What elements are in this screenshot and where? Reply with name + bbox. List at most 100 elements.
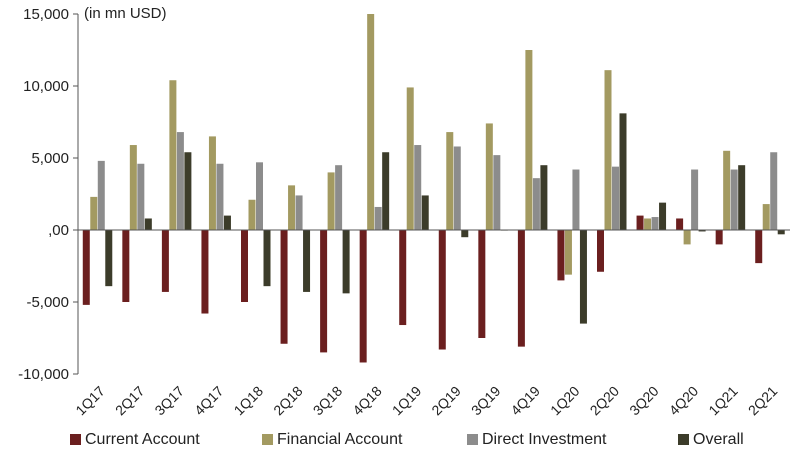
bar-current-account: [438, 230, 446, 350]
bars-group: [82, 14, 785, 363]
bar-current-account: [201, 230, 209, 314]
legend-swatch: [467, 434, 478, 445]
bar-direct-investment: [691, 169, 699, 230]
bar-current-account: [320, 230, 328, 353]
bar-overall: [461, 230, 469, 238]
y-axis-ticks: 15,000 10,000 5,000 ,00 -5,000 -10,000: [18, 6, 78, 383]
x-tick-label: 3Q18: [310, 383, 346, 419]
bar-overall: [659, 202, 667, 230]
bar-financial-account: [723, 150, 731, 230]
bar-current-account: [755, 230, 763, 264]
bar-overall: [579, 230, 587, 324]
legend-swatch: [70, 434, 81, 445]
x-tick-label: 1Q17: [72, 383, 108, 419]
bar-direct-investment: [572, 169, 580, 230]
bar-financial-account: [564, 230, 572, 275]
bar-financial-account: [169, 80, 177, 231]
x-tick-label: 1Q19: [389, 383, 425, 419]
bar-current-account: [478, 230, 486, 338]
bar-current-account: [82, 230, 90, 305]
bar-overall: [105, 230, 113, 287]
bar-current-account: [715, 230, 723, 245]
bar-financial-account: [683, 230, 691, 245]
bar-current-account: [359, 230, 367, 363]
bar-overall: [223, 215, 231, 230]
bar-direct-investment: [612, 166, 619, 230]
bar-current-account: [280, 230, 288, 344]
x-tick-label: 2Q18: [270, 383, 306, 419]
x-tick-label: 3Q20: [626, 383, 662, 419]
bar-overall: [777, 230, 785, 235]
x-tick-label: 1Q18: [231, 383, 267, 419]
bar-overall: [421, 195, 429, 230]
bar-current-account: [557, 230, 565, 281]
bar-direct-investment: [651, 217, 659, 230]
bar-financial-account: [644, 218, 652, 230]
bar-financial-account: [446, 132, 454, 230]
bar-current-account: [122, 230, 130, 302]
bar-direct-investment: [374, 206, 382, 230]
x-tick-label: 3Q19: [468, 383, 504, 419]
bar-financial-account: [762, 204, 770, 230]
bar-overall: [263, 230, 271, 287]
bar-financial-account: [367, 14, 375, 230]
x-tick-label: 3Q17: [151, 383, 187, 419]
bar-financial-account: [208, 136, 216, 230]
legend-label: Financial Account: [277, 431, 403, 448]
bar-direct-investment: [137, 163, 145, 230]
bar-overall: [738, 165, 746, 230]
y-tick-label: ,00: [48, 222, 69, 239]
legend-label: Current Account: [85, 431, 200, 448]
legend-swatch: [678, 434, 689, 445]
bar-direct-investment: [730, 169, 738, 230]
bar-current-account: [161, 230, 169, 292]
bar-direct-investment: [532, 178, 540, 230]
y-tick-label: 10,000: [23, 78, 69, 95]
bar-overall: [342, 230, 350, 294]
bar-direct-investment: [176, 132, 184, 230]
bar-current-account: [676, 218, 684, 230]
bar-overall: [619, 113, 627, 230]
unit-label: (in mn USD): [84, 5, 167, 22]
legend-label: Direct Investment: [482, 431, 607, 448]
bar-financial-account: [288, 185, 296, 230]
y-tick-label: -10,000: [18, 366, 69, 383]
bar-direct-investment: [414, 145, 422, 230]
bar-current-account: [636, 215, 644, 230]
x-tick-label: 4Q19: [507, 383, 543, 419]
x-tick-label: 4Q20: [666, 383, 702, 419]
bar-direct-investment: [770, 152, 778, 230]
bar-overall: [303, 230, 311, 292]
bar-financial-account: [129, 145, 137, 230]
bar-overall: [382, 152, 390, 230]
legend-label: Overall: [693, 431, 744, 448]
x-tick-label: 4Q18: [349, 383, 385, 419]
bar-financial-account: [90, 196, 98, 230]
bar-direct-investment: [256, 162, 263, 230]
bar-direct-investment: [295, 195, 303, 230]
bar-financial-account: [406, 87, 414, 230]
bar-financial-account: [327, 172, 335, 230]
bar-direct-investment: [453, 146, 461, 230]
bar-financial-account: [525, 50, 533, 230]
bar-current-account: [399, 230, 407, 326]
legend-item-financial-account: Financial Account: [262, 431, 403, 448]
bar-overall: [540, 165, 548, 230]
legend-item-current-account: Current Account: [70, 431, 200, 448]
bar-overall: [144, 218, 152, 230]
legend-item-overall: Overall: [678, 431, 744, 448]
legend-swatch: [262, 434, 273, 445]
x-tick-label: 2Q21: [745, 383, 781, 419]
bar-financial-account: [485, 123, 493, 230]
bar-financial-account: [604, 70, 612, 230]
x-tick-label: 1Q20: [547, 383, 583, 419]
bar-direct-investment: [335, 165, 343, 230]
legend-item-direct-investment: Direct Investment: [467, 431, 607, 448]
x-tick-label: 2Q20: [587, 383, 623, 419]
bar-current-account: [597, 230, 604, 272]
x-tick-label: 4Q17: [191, 383, 227, 419]
bar-direct-investment: [493, 155, 501, 230]
y-tick-label: 15,000: [23, 6, 69, 23]
y-tick-label: 5,000: [31, 150, 69, 167]
